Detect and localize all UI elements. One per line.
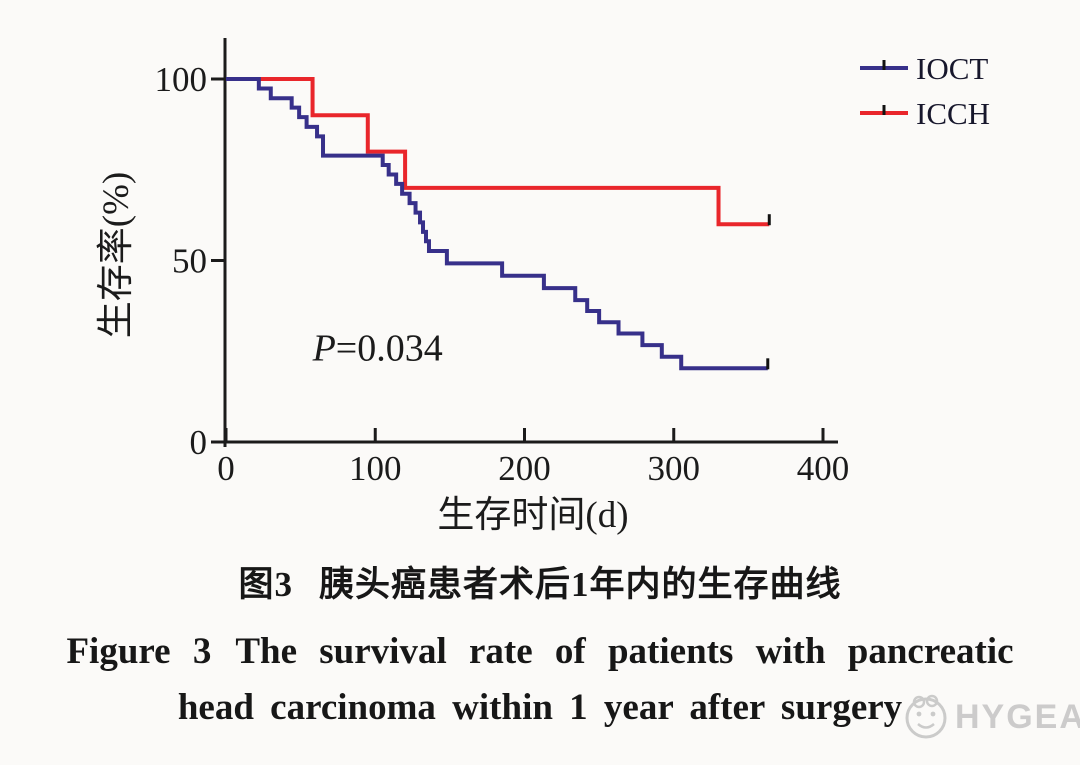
x-tick-label-200: 200 (498, 449, 551, 488)
x-tick-label-300: 300 (648, 449, 701, 488)
caption-english-label: Figure 3 (66, 631, 212, 672)
survival-chart: 0 50 100 0 100 200 300 400 生存时间(d) 生存率(%) IOCT ICCH… (95, 38, 990, 536)
caption-chinese-label: 图3 (238, 565, 293, 604)
y-tick-label-0: 0 (190, 423, 208, 462)
caption-english-line1: Figure 3 The survival rate of patients wi… (0, 630, 1080, 673)
caption-chinese: 图3 胰头癌患者术后1年内的生存曲线 (0, 556, 1080, 607)
caption-english-line2: head carcinoma within 1 year after surge… (177, 687, 903, 728)
x-tick-label-100: 100 (349, 449, 402, 488)
y-tick-label-50: 50 (172, 242, 207, 281)
caption-english-line1-text: The survival rate of patients with pancr… (235, 631, 1014, 672)
p-value-annotation: P=0.034 (312, 328, 443, 370)
caption-chinese-text: 胰头癌患者术后1年内的生存曲线 (319, 565, 842, 604)
y-tick-label-100: 100 (155, 60, 208, 99)
legend-label-ICCH: ICCH (916, 96, 990, 131)
x-tick-label-400: 400 (797, 449, 850, 488)
x-axis-title: 生存时间(d) (437, 495, 628, 536)
curve-IOCT (226, 77, 768, 371)
legend-label-IOCT: IOCT (916, 51, 988, 86)
curve-ICCH (226, 77, 770, 227)
x-tick-label-0: 0 (217, 449, 235, 488)
y-axis-title: 生存率(%) (95, 172, 137, 338)
